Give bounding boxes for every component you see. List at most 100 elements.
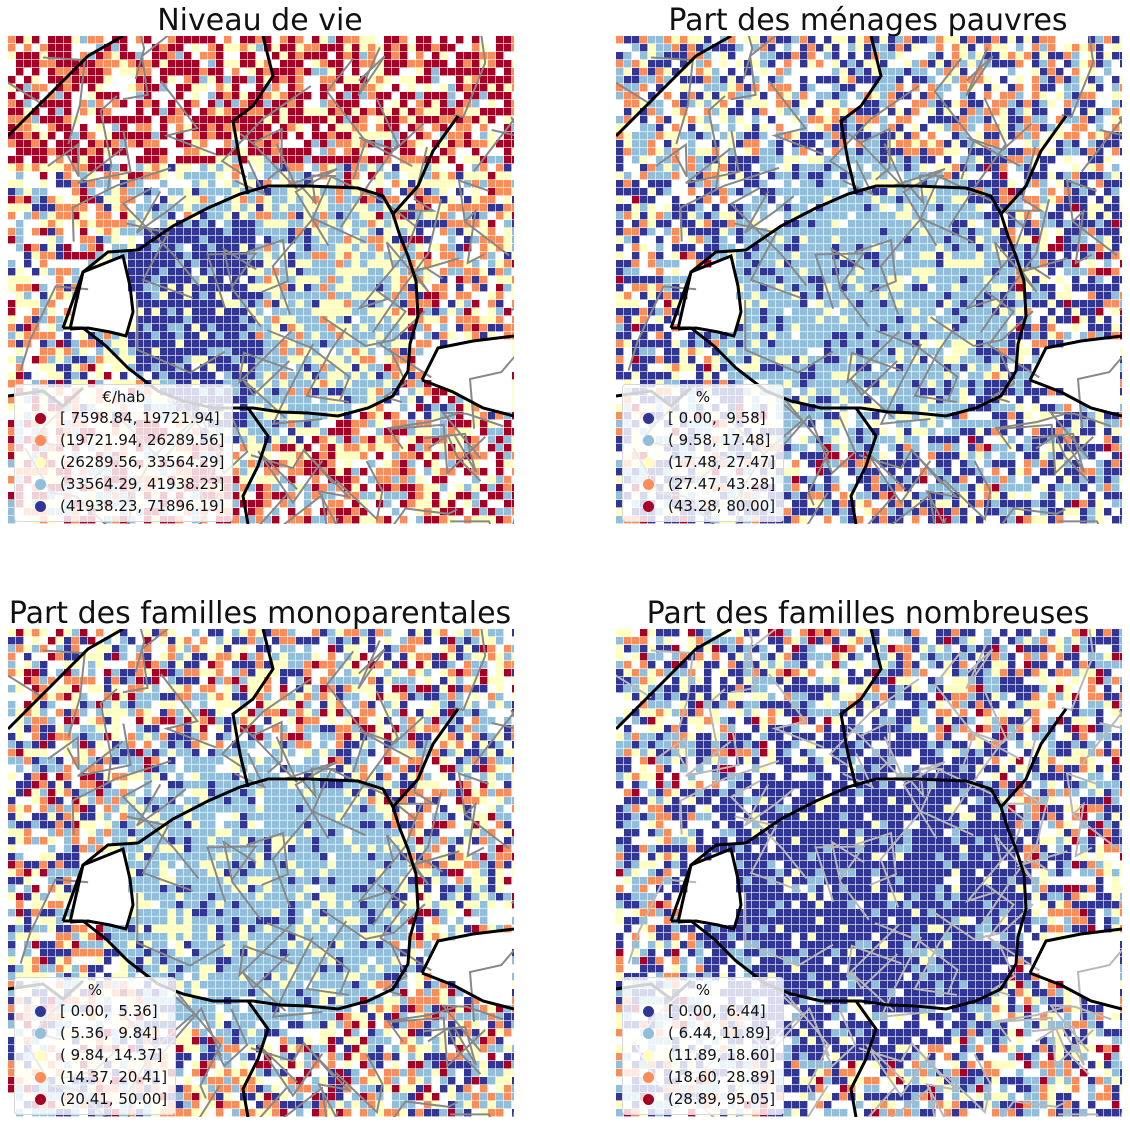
grid-cell xyxy=(352,140,360,148)
grid-cell xyxy=(984,180,992,188)
grid-cell xyxy=(616,164,624,172)
grid-cell xyxy=(400,308,408,316)
grid-cell xyxy=(200,132,208,140)
grid-cell xyxy=(880,92,888,100)
grid-cell xyxy=(384,476,392,484)
grid-cell xyxy=(416,404,424,412)
grid-cell xyxy=(288,268,296,276)
legend-rows: [ 7598.84, 19721.94] (19721.94, 26289.56]… xyxy=(23,407,224,517)
grid-cell xyxy=(320,44,328,52)
grid-cell xyxy=(1040,140,1048,148)
grid-cell xyxy=(256,372,264,380)
grid-cell xyxy=(360,468,368,476)
grid-cell xyxy=(480,180,488,188)
grid-cell xyxy=(336,268,344,276)
grid-cell xyxy=(40,100,48,108)
legend-swatch xyxy=(35,500,46,512)
grid-cell xyxy=(1040,180,1048,188)
grid-cell xyxy=(992,60,1000,68)
grid-cell xyxy=(64,340,72,348)
grid-cell xyxy=(1120,52,1122,60)
grid-cell xyxy=(976,180,984,188)
grid-cell xyxy=(32,76,40,84)
grid-cell xyxy=(504,276,512,284)
grid-cell xyxy=(1088,76,1096,84)
grid-cell xyxy=(264,276,272,284)
grid-cell xyxy=(400,220,408,228)
grid-cell xyxy=(952,196,960,204)
grid-cell xyxy=(280,228,288,236)
grid-cell xyxy=(736,108,744,116)
grid-cell xyxy=(40,180,48,188)
grid-cell xyxy=(720,220,728,228)
grid-cell xyxy=(832,236,840,244)
grid-cell xyxy=(632,268,640,276)
grid-cell xyxy=(472,196,480,204)
grid-cell xyxy=(296,84,304,92)
grid-cell xyxy=(984,156,992,164)
grid-cell xyxy=(408,204,416,212)
grid-cell xyxy=(328,132,336,140)
grid-cell xyxy=(40,44,48,52)
grid-cell xyxy=(296,116,304,124)
grid-cell xyxy=(272,44,280,52)
grid-cell xyxy=(488,436,496,444)
grid-cell xyxy=(800,76,808,84)
grid-cell xyxy=(472,68,480,76)
grid-cell xyxy=(624,92,632,100)
grid-cell xyxy=(872,36,880,44)
grid-cell xyxy=(944,76,952,84)
grid-cell xyxy=(944,284,952,292)
grid-cell xyxy=(712,244,720,252)
grid-cell xyxy=(720,236,728,244)
grid-cell xyxy=(272,428,280,436)
grid-cell xyxy=(72,276,80,284)
grid-cell xyxy=(296,100,304,108)
legend-title: €/hab xyxy=(102,388,146,406)
grid-cell xyxy=(1040,204,1048,212)
grid-cell xyxy=(1112,228,1120,236)
grid-cell xyxy=(320,388,328,396)
grid-cell xyxy=(40,164,48,172)
grid-cell xyxy=(888,68,896,76)
grid-cell xyxy=(360,316,368,324)
grid-cell xyxy=(320,260,328,268)
grid-cell xyxy=(152,228,160,236)
grid-cell xyxy=(440,324,448,332)
grid-cell xyxy=(216,348,224,356)
grid-cell xyxy=(696,204,704,212)
grid-cell xyxy=(352,148,360,156)
grid-cell xyxy=(1120,228,1122,236)
grid-cell xyxy=(832,220,840,228)
grid-cell xyxy=(1016,108,1024,116)
grid-cell xyxy=(472,332,480,340)
grid-cell xyxy=(952,100,960,108)
grid-cell xyxy=(640,76,648,84)
grid-cell xyxy=(1016,100,1024,108)
grid-cell xyxy=(496,188,504,196)
grid-cell xyxy=(464,212,472,220)
grid-cell xyxy=(8,316,16,324)
grid-cell xyxy=(336,188,344,196)
grid-cell xyxy=(64,92,72,100)
grid-cell xyxy=(8,380,16,388)
grid-cell xyxy=(168,164,176,172)
grid-cell xyxy=(944,140,952,148)
grid-cell xyxy=(944,268,952,276)
grid-cell xyxy=(184,76,192,84)
grid-cell xyxy=(424,100,432,108)
grid-cell xyxy=(864,252,872,260)
grid-cell xyxy=(768,84,776,92)
grid-cell xyxy=(840,196,848,204)
grid-cell xyxy=(768,260,776,268)
grid-cell xyxy=(112,252,120,260)
grid-cell xyxy=(224,212,232,220)
grid-cell xyxy=(192,204,200,212)
grid-cell xyxy=(200,148,208,156)
grid-cell xyxy=(856,196,864,204)
grid-cell xyxy=(776,292,784,300)
grid-cell xyxy=(896,164,904,172)
grid-cell xyxy=(992,292,1000,300)
grid-cell xyxy=(392,36,400,44)
grid-cell xyxy=(352,308,360,316)
